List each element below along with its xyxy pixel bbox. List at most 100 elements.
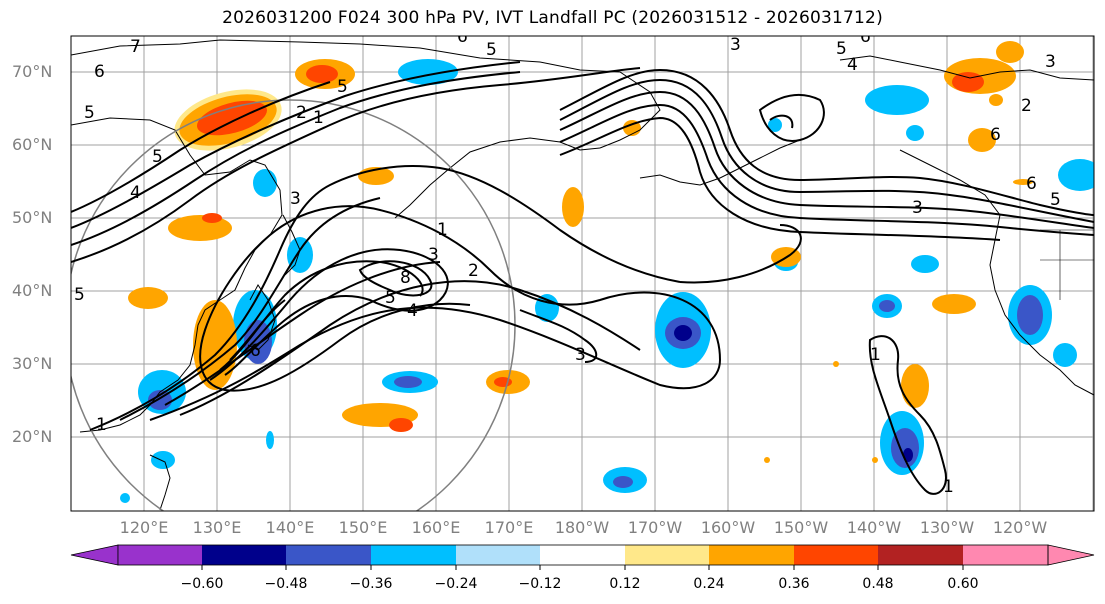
- contour-label: 4: [130, 183, 141, 203]
- pv-positive-patch: [197, 100, 267, 136]
- pv-positive-patch: [764, 457, 770, 463]
- pv-positive-patch: [128, 287, 168, 309]
- contour-label: 5: [337, 77, 348, 97]
- contour-labels: 6 7 5 2 1 5 5 6 3 5 4 2 3 6 5 3 4 5 1 3 …: [74, 27, 1061, 497]
- pv-negative-patch: [865, 85, 929, 115]
- lon-label: 140°W: [846, 518, 902, 537]
- pv-positive-patch: [932, 294, 976, 314]
- contour-label: 3: [1045, 52, 1056, 72]
- colorbar-tick-label: 0.48: [862, 576, 894, 592]
- contour-label: 3: [912, 198, 923, 218]
- lon-label: 170°W: [627, 518, 683, 537]
- pv-negative-patch: [674, 325, 692, 341]
- contour-label: 6: [94, 62, 105, 82]
- colorbar-tick-label: −0.24: [434, 576, 478, 592]
- colorbar-bin: [963, 545, 1048, 565]
- contour-label: 5: [74, 285, 85, 305]
- pv-negative-patch: [906, 125, 924, 141]
- contour-label: 1: [943, 477, 954, 497]
- lat-label: 50°N: [12, 208, 53, 227]
- pv-negative-patch: [768, 118, 782, 132]
- contour-label: 3: [290, 189, 301, 209]
- pv-negative-patch: [879, 300, 895, 312]
- pv-positive-patch: [202, 213, 222, 223]
- pv-negative-patch: [613, 476, 633, 488]
- contour-label: 2: [296, 103, 307, 123]
- contour-label: 1: [870, 345, 881, 365]
- pv-anomaly-shading: [120, 41, 1094, 503]
- pv-positive-patch: [389, 418, 413, 432]
- lon-label: 160°W: [700, 518, 756, 537]
- colorbar-bin: [286, 545, 371, 565]
- colorbar-bin: [118, 545, 202, 565]
- contour-label: 4: [847, 55, 858, 75]
- lon-label: 180°W: [554, 518, 610, 537]
- contour-label: 6: [1026, 174, 1037, 194]
- colorbar-tick-label: 0.24: [693, 576, 725, 592]
- contour-label: 4: [407, 301, 418, 321]
- pv-negative-patch: [394, 376, 422, 388]
- pv-positive-patch: [562, 187, 584, 227]
- colorbar-bin: [456, 545, 540, 565]
- lat-label: 20°N: [12, 427, 53, 446]
- colorbar-tick-label: 0.12: [609, 576, 641, 592]
- pv-positive-patch: [306, 65, 338, 83]
- lon-label: 130°W: [919, 518, 975, 537]
- contour-label: 2: [468, 261, 479, 281]
- pv-positive-patch: [901, 364, 929, 408]
- contour-label: 1: [313, 108, 324, 128]
- lat-label: 30°N: [12, 354, 53, 373]
- pv-negative-patch: [1058, 159, 1094, 191]
- pv-negative-patch: [151, 451, 175, 469]
- colorbar-bin: [625, 545, 709, 565]
- colorbar-extend-min: [70, 544, 119, 566]
- colorbar-bin: [878, 545, 963, 565]
- ivt-contours: [71, 61, 1094, 495]
- contour-label: 6: [457, 27, 468, 47]
- pv-negative-patch: [244, 320, 272, 364]
- contour-label: 5: [836, 39, 847, 59]
- colorbar-bin: [709, 545, 794, 565]
- pv-negative-patch: [911, 255, 939, 273]
- pv-negative-patch: [120, 493, 130, 503]
- contour-label: 7: [130, 37, 141, 57]
- pv-positive-patch: [996, 41, 1024, 63]
- colorbar-extend-max: [1047, 544, 1095, 566]
- contour-label: 3: [428, 245, 439, 265]
- pv-negative-patch: [1017, 295, 1043, 335]
- contour-label: 5: [84, 103, 95, 123]
- contour-label: 8: [400, 268, 411, 288]
- contour-label: 3: [575, 345, 586, 365]
- colorbar-tick-label: −0.12: [518, 576, 562, 592]
- contour-label: 6: [860, 27, 871, 47]
- pv-positive-patch: [989, 94, 1003, 106]
- lon-label: 130°E: [192, 518, 242, 537]
- colorbar-tick-label: 0.60: [947, 576, 979, 592]
- contour-label: 6: [990, 125, 1001, 145]
- lon-label: 150°E: [338, 518, 388, 537]
- pv-negative-patch: [266, 431, 274, 449]
- lon-label: 120°W: [992, 518, 1048, 537]
- pv-negative-patch: [287, 237, 313, 273]
- colorbar-tick-label: −0.60: [180, 576, 224, 592]
- map-frame: [70, 35, 1095, 512]
- contour-label: 5: [486, 40, 497, 60]
- pv-positive-patch: [872, 457, 878, 463]
- contour-label: 5: [385, 288, 396, 308]
- contour-label: 3: [730, 35, 741, 55]
- pv-positive-patch: [952, 72, 984, 92]
- colorbar-bin: [540, 545, 625, 565]
- contour-label: 5: [1050, 190, 1061, 210]
- pv-positive-patch: [1013, 179, 1033, 185]
- colorbar-bin: [794, 545, 878, 565]
- lon-label: 170°E: [484, 518, 534, 537]
- map-title: 2026031200 F024 300 hPa PV, IVT Landfall…: [222, 8, 883, 28]
- pv-negative-patch: [253, 169, 277, 197]
- lat-label: 60°N: [12, 135, 53, 154]
- pv-positive-patch: [968, 128, 996, 152]
- pv-negative-patch: [1053, 343, 1077, 367]
- colorbar-bin: [202, 545, 286, 565]
- colorbar: [70, 544, 1095, 570]
- lat-label: 70°N: [12, 62, 53, 81]
